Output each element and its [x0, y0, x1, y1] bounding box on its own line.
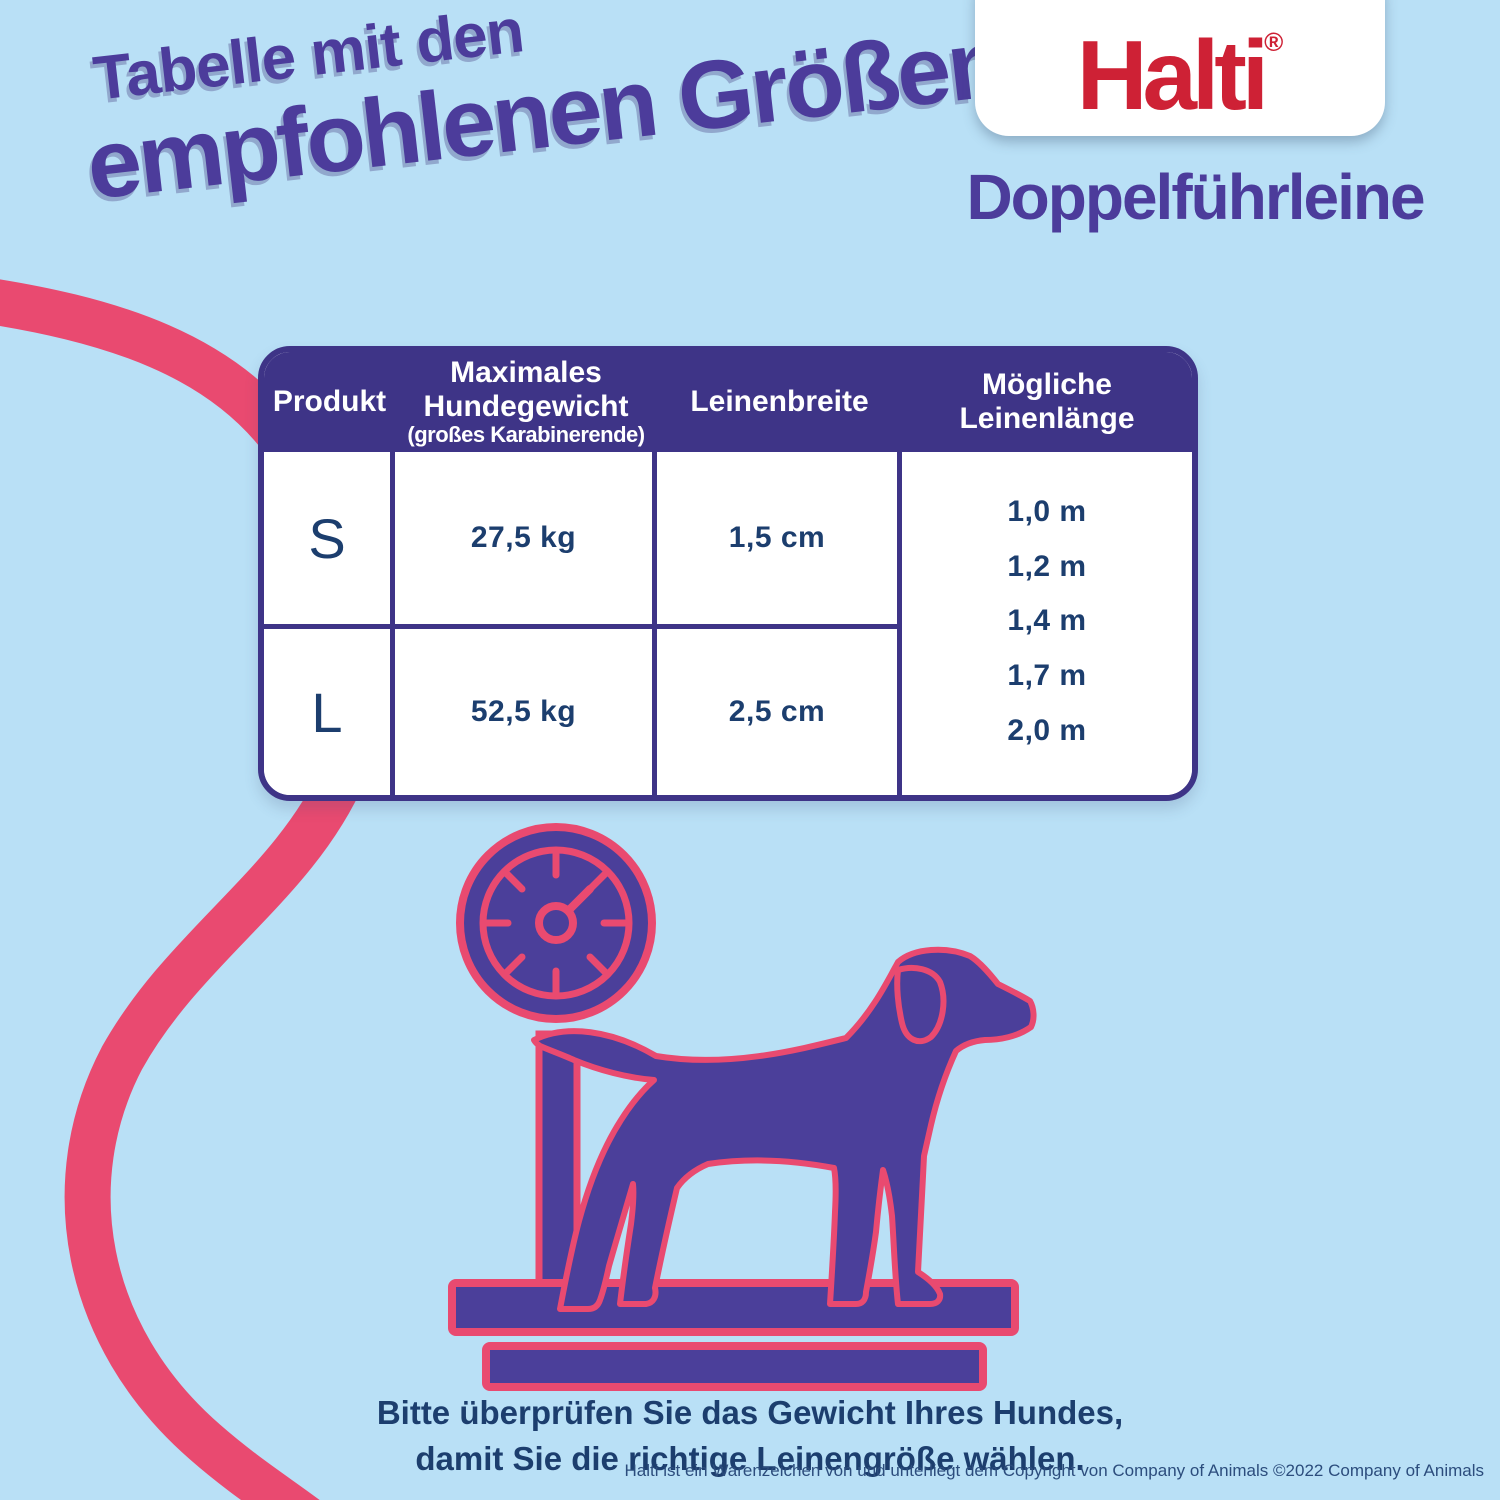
table-cell-product-s: S [264, 452, 395, 629]
column-header-leinenlaenge-label: Mögliche Leinenlänge [959, 368, 1135, 435]
column-header-leinenlaenge: Mögliche Leinenlänge [902, 352, 1192, 452]
column-header-leinenbreite: Leinenbreite [657, 352, 902, 452]
column-header-weight-subnote: (großes Karabinerende) [407, 422, 645, 448]
column-header-produkt: Produkt [264, 352, 395, 452]
table-cell-weight-l: 52,5 kg [395, 629, 657, 795]
length-option: 2,0 m [1007, 714, 1087, 748]
table-cell-width-s: 1,5 cm [657, 452, 902, 629]
scale-base [482, 1342, 987, 1391]
product-name: Doppelführleine [966, 161, 1425, 233]
column-header-weight-line2: Hundegewicht [423, 389, 629, 423]
weight-check-note-line2: damit Sie die richtige Leinengröße wähle… [415, 1439, 1085, 1477]
brand-logo-card: Halti® [975, 0, 1385, 136]
registered-trademark-icon: ® [1264, 27, 1284, 57]
column-header-max-hundegewicht: Maximales Hundegewicht (großes Karabiner… [395, 352, 657, 452]
length-option: 1,4 m [1007, 604, 1087, 638]
column-header-weight-line1: Maximales [450, 356, 602, 390]
table-cell-product-l: L [264, 629, 395, 795]
size-table: Produkt Maximales Hundegewicht (großes K… [258, 346, 1198, 801]
weight-check-note: Bitte überprüfen Sie das Gewicht Ihres H… [0, 1390, 1500, 1481]
length-option: 1,2 m [1007, 549, 1087, 583]
table-cell-lengths: 1,0 m 1,2 m 1,4 m 1,7 m 2,0 m [902, 452, 1192, 795]
length-option: 1,0 m [1007, 494, 1087, 528]
dial-hub [535, 902, 577, 944]
dog-ear-icon [894, 964, 947, 1045]
dial-ticks [483, 850, 629, 996]
leash-curve [0, 279, 391, 1500]
weight-check-note-line1: Bitte überprüfen Sie das Gewicht Ihres H… [376, 1394, 1124, 1431]
copyright-notice: Halti ist ein Warenzeichen von und unter… [624, 1461, 1484, 1480]
brand-logo: Halti® [1077, 26, 1284, 136]
length-option: 1,7 m [1007, 659, 1087, 693]
column-header-leinenbreite-label: Leinenbreite [690, 385, 869, 419]
dial-needle [565, 885, 594, 914]
table-cell-weight-s: 27,5 kg [395, 452, 657, 629]
scale-dial-icon [456, 823, 656, 1023]
brand-logo-text: Halti [1076, 20, 1269, 130]
column-header-produkt-label: Produkt [272, 385, 387, 419]
table-cell-width-l: 2,5 cm [657, 629, 902, 795]
